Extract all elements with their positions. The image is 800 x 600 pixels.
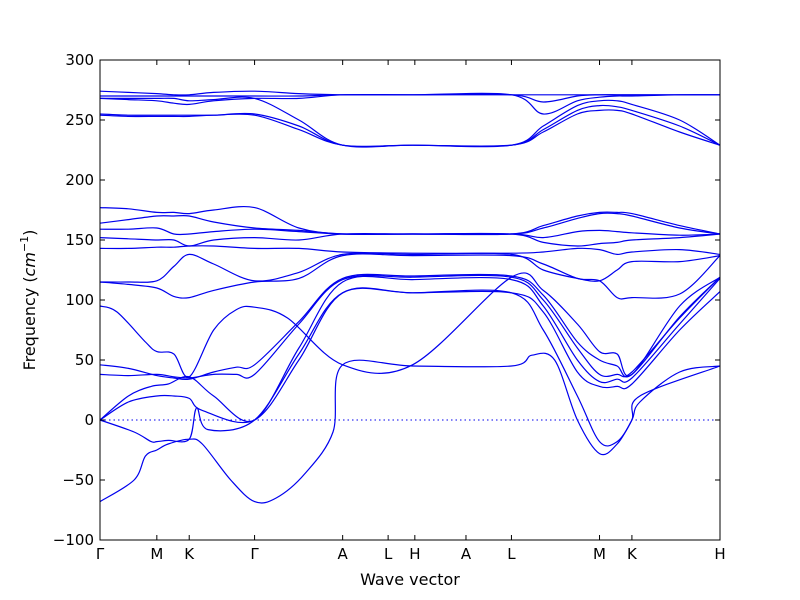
band-line-7 xyxy=(99,272,721,378)
x-tick-label: H xyxy=(409,545,420,563)
band-line-16 xyxy=(99,104,721,148)
y-tick-label: −50 xyxy=(62,471,94,489)
x-tick-label: H xyxy=(714,545,725,563)
x-tick-label: K xyxy=(627,545,638,563)
y-tick-label: 0 xyxy=(84,411,94,429)
x-tick-label: M xyxy=(593,545,606,563)
x-axis-label: Wave vector xyxy=(360,570,460,589)
y-tick-label: 250 xyxy=(65,111,94,129)
y-tick-label: 300 xyxy=(65,51,94,69)
y-axis-unit: cm xyxy=(20,252,39,276)
band-line-2 xyxy=(99,287,721,447)
y-tick-label: 50 xyxy=(75,351,94,369)
axis-ticks xyxy=(99,59,721,541)
band-line-20 xyxy=(99,90,720,96)
x-tick-label: A xyxy=(461,545,472,563)
band-line-5 xyxy=(99,274,721,379)
y-tick-label: 100 xyxy=(65,291,94,309)
x-tick-label: Γ xyxy=(250,545,259,563)
y-tick-labels: −100 −50 0 50 100 150 200 250 300 xyxy=(53,51,94,549)
band-lines xyxy=(99,90,721,504)
band-line-12 xyxy=(99,227,721,239)
x-tick-label: Γ xyxy=(96,545,105,563)
y-axis-label: Frequency (cm−1) xyxy=(18,230,39,371)
y-axis-label-text: Frequency xyxy=(20,288,39,371)
x-tick-label: L xyxy=(507,545,516,563)
y-tick-label: −100 xyxy=(53,531,94,549)
band-line-10 xyxy=(99,245,721,256)
x-tick-label: L xyxy=(384,545,393,563)
y-tick-label: 200 xyxy=(65,171,94,189)
plot-frame xyxy=(99,59,721,541)
band-line-6 xyxy=(99,273,721,381)
x-tick-label: A xyxy=(338,545,349,563)
band-line-11 xyxy=(99,232,721,247)
band-line-4 xyxy=(99,275,721,423)
band-line-17 xyxy=(99,96,721,148)
band-line-3 xyxy=(99,287,721,424)
band-line-9 xyxy=(99,252,721,283)
y-axis-unit-exponent: −1 xyxy=(18,236,31,252)
band-line-8 xyxy=(99,253,721,300)
band-line-1 xyxy=(99,352,721,504)
y-tick-label: 150 xyxy=(65,231,94,249)
band-line-13 xyxy=(99,212,721,236)
band-line-14 xyxy=(99,205,721,236)
x-tick-label: M xyxy=(150,545,163,563)
x-tick-label: K xyxy=(184,545,195,563)
